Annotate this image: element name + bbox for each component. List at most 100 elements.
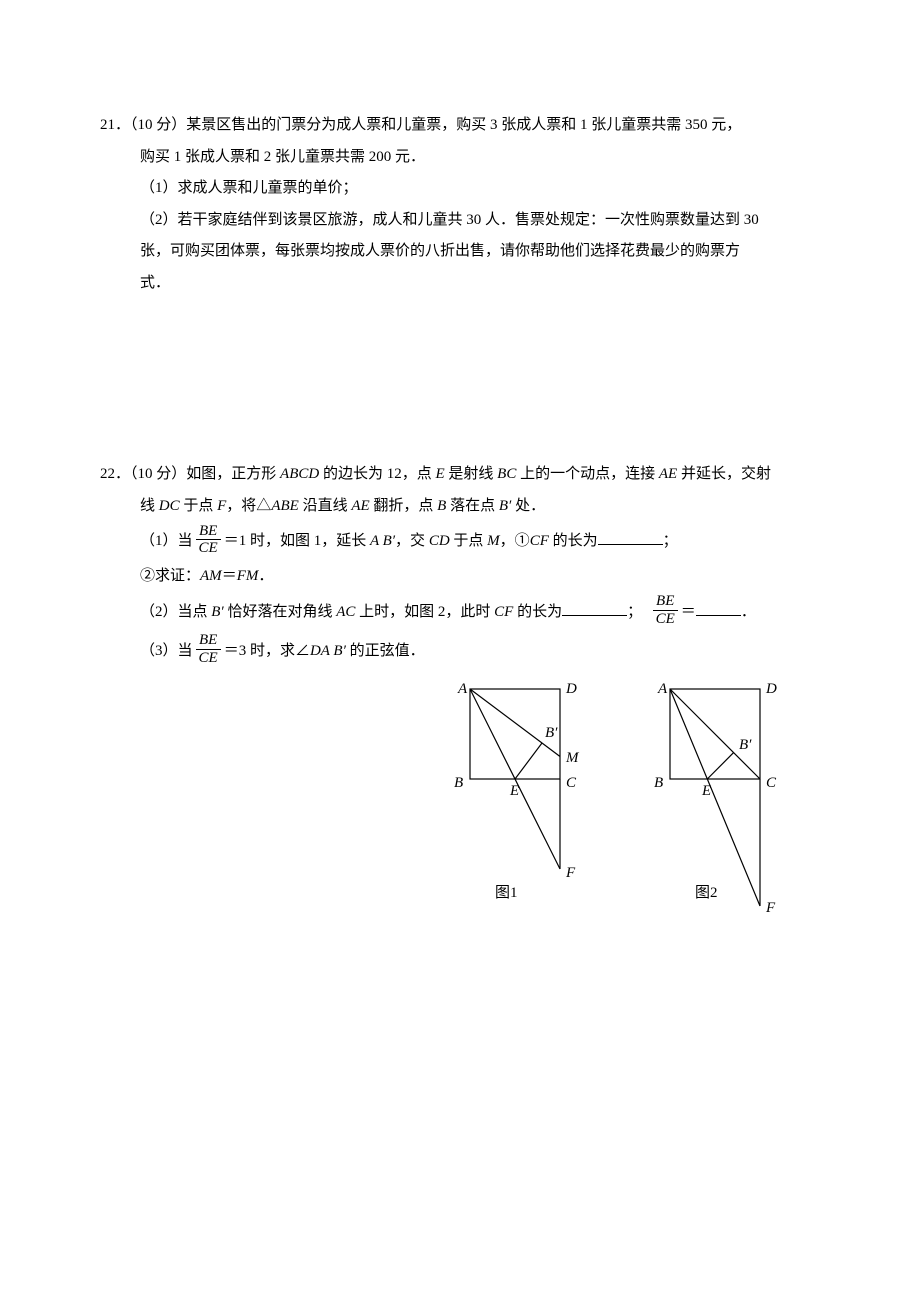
t: ，① <box>500 533 530 549</box>
t: 线 <box>140 498 159 514</box>
abcd: ABCD <box>280 466 323 482</box>
E: E <box>435 466 448 482</box>
t: 的长为 <box>553 533 598 549</box>
t: 上的一个动点，连接 <box>520 466 659 482</box>
figure-2: A D B C E F B′ 图2 <box>654 681 777 916</box>
figure-1: A D B C E F M B′ 图1 <box>454 681 580 901</box>
den: CE <box>196 650 221 667</box>
t: 于点 <box>183 498 217 514</box>
q22-number: 22． <box>100 466 130 482</box>
Bp: B′ <box>499 498 515 514</box>
fig2-caption: 图2 <box>695 884 718 901</box>
lbl-D2: D <box>765 681 777 697</box>
t: 恰好落在对角线 <box>227 604 336 620</box>
lbl-E: E <box>509 783 519 799</box>
AE: AE <box>659 466 681 482</box>
t: ． <box>741 604 756 620</box>
DC: DC <box>159 498 184 514</box>
t: 沿直线 <box>303 498 352 514</box>
t: ＝ <box>222 568 237 584</box>
q21-part1: （1）求成人票和儿童票的单价； <box>100 173 820 205</box>
AE2: AE <box>351 498 373 514</box>
q21-line1b: 购买 1 张成人票和 2 张儿童票共需 200 元． <box>100 142 820 174</box>
t: ，将△ <box>226 498 271 514</box>
den: CE <box>653 611 678 628</box>
t: 处． <box>515 498 545 514</box>
num: BE <box>196 523 221 541</box>
t: ； <box>663 533 678 549</box>
t: 于点 <box>453 533 487 549</box>
q22-part1-line2: ②求证：AM＝FM． <box>100 561 820 593</box>
q22-line1: 22．（10 分）如图，正方形 ABCD 的边长为 12，点 E 是射线 BC … <box>100 459 820 491</box>
M: M <box>487 533 500 549</box>
t: （2）当点 <box>140 604 211 620</box>
lbl-E2: E <box>701 783 711 799</box>
F: F <box>217 498 226 514</box>
ABE: ABE <box>271 498 302 514</box>
num: BE <box>196 632 221 650</box>
q21-part2a: （2）若干家庭结伴到该景区旅游，成人和儿童共 30 人．售票处规定：一次性购票数… <box>100 205 820 237</box>
lbl-B2: B <box>654 775 663 791</box>
q22-part3: （3）当BECE＝3 时，求∠DA B′ 的正弦值． <box>100 632 820 671</box>
q21-line1: 21．（10 分）某景区售出的门票分为成人票和儿童票，购买 3 张成人票和 1 … <box>100 110 820 142</box>
page: 21．（10 分）某景区售出的门票分为成人票和儿童票，购买 3 张成人票和 1 … <box>0 0 920 1302</box>
lbl-M: M <box>565 750 580 766</box>
FM: FM <box>237 568 259 584</box>
t: 落在点 <box>450 498 499 514</box>
blank-2 <box>562 600 627 616</box>
lbl-A2: A <box>657 681 668 697</box>
t: （1）当 <box>140 533 193 549</box>
Bp2: B′ <box>211 604 227 620</box>
AM: AM <box>200 568 222 584</box>
t: 如图，正方形 <box>186 466 280 482</box>
t: 上时，如图 2，此时 <box>359 604 494 620</box>
figures-svg: A D B C E F M B′ 图1 <box>430 679 830 939</box>
t: ，交 <box>395 533 429 549</box>
lbl-Bp2: B′ <box>739 737 752 753</box>
frac-be-ce-3: BECE <box>196 632 221 666</box>
den: CE <box>196 540 221 557</box>
t: 翻折，点 <box>373 498 437 514</box>
lbl-D: D <box>565 681 577 697</box>
problem-21: 21．（10 分）某景区售出的门票分为成人票和儿童票，购买 3 张成人票和 1 … <box>100 110 820 299</box>
t: 是射线 <box>448 466 497 482</box>
q21-part2b: 张，可购买团体票，每张票均按成人票价的八折出售，请你帮助他们选择花费最少的购票方 <box>100 236 820 268</box>
t: ＝1 时，如图 1，延长 <box>224 533 370 549</box>
q21-number: 21． <box>100 117 130 133</box>
B: B <box>437 498 450 514</box>
lbl-F: F <box>565 865 576 881</box>
q21-part2c: 式． <box>100 268 820 300</box>
CF2: CF <box>494 604 517 620</box>
ABp: A B′ <box>370 533 395 549</box>
lbl-F2: F <box>765 900 776 916</box>
lbl-Bp: B′ <box>545 725 558 741</box>
q21-points: （10 分） <box>130 117 186 133</box>
lbl-C: C <box>566 775 577 791</box>
t: 的正弦值． <box>350 643 425 659</box>
t: （3）当 <box>140 643 193 659</box>
problem-22: 22．（10 分）如图，正方形 ABCD 的边长为 12，点 E 是射线 BC … <box>100 459 820 671</box>
blank-3 <box>696 600 741 616</box>
lbl-C2: C <box>766 775 777 791</box>
num: BE <box>653 593 678 611</box>
t: ②求证： <box>140 568 200 584</box>
q21-text1a: 某景区售出的门票分为成人票和儿童票，购买 3 张成人票和 1 张儿童票共需 35… <box>186 117 741 133</box>
BC: BC <box>497 466 520 482</box>
t: ． <box>258 568 273 584</box>
fig1-caption: 图1 <box>495 884 518 901</box>
AC: AC <box>336 604 359 620</box>
figures: A D B C E F M B′ 图1 <box>430 679 830 929</box>
frac-be-ce-2: BECE <box>653 593 678 627</box>
t: ＝ <box>681 604 696 620</box>
q22-part1-line1: （1）当BECE＝1 时，如图 1，延长 A B′，交 CD 于点 M，①CF … <box>100 522 820 561</box>
t: ； <box>627 604 642 620</box>
t: ＝3 时，求∠ <box>224 643 310 659</box>
q22-part2: （2）当点 B′ 恰好落在对角线 AC 上时，如图 2，此时 CF 的长为； B… <box>100 593 820 632</box>
CD: CD <box>429 533 454 549</box>
lbl-A: A <box>457 681 468 697</box>
q22-line1b: 线 DC 于点 F，将△ABE 沿直线 AE 翻折，点 B 落在点 B′ 处． <box>100 491 820 523</box>
t: 并延长，交射 <box>681 466 771 482</box>
q22-points: （10 分） <box>130 466 186 482</box>
DABp: DA B′ <box>310 643 350 659</box>
blank-1 <box>598 529 663 545</box>
